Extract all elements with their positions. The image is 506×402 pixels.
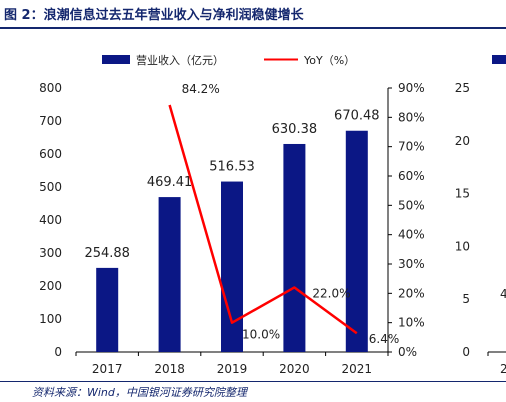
legend-yoy-label: YoY（%） <box>303 54 355 67</box>
revenue-bar <box>158 197 181 352</box>
revenue-bar <box>96 267 119 352</box>
right-tick-label: 70% <box>398 140 425 154</box>
figure-title: 图 2：浪潮信息过去五年营业收入与净利润稳健增长 <box>4 8 304 23</box>
left-tick-label: 500 <box>39 180 62 194</box>
revenue-value-label: 630.38 <box>272 122 318 137</box>
chart2-tick-label: 25 <box>455 81 470 95</box>
left-tick-label: 200 <box>39 279 62 293</box>
right-tick-label: 50% <box>398 198 425 212</box>
chart2-tick-label: 20 <box>455 134 470 148</box>
x-tick-label: 2020 <box>279 362 310 376</box>
yoy-value-label: 10.0% <box>242 328 280 342</box>
x-tick-label: 2018 <box>154 362 185 376</box>
revenue-value-label: 469.41 <box>147 175 193 190</box>
right-tick-label: 10% <box>398 316 425 330</box>
yoy-value-label: 84.2% <box>182 82 220 96</box>
right-tick-label: 30% <box>398 257 425 271</box>
right-y-axis: 0% 10% 20% 30% 40% 50% 60% 70% 80% 90% <box>387 81 425 359</box>
legend-revenue-label: 营业收入（亿元） <box>136 53 224 67</box>
yoy-line-series <box>168 104 358 335</box>
yoy-value-label: 22.0% <box>312 286 350 300</box>
right-tick-label: 0% <box>398 345 417 359</box>
revenue-bar <box>221 181 243 352</box>
left-tick-label: 300 <box>39 246 62 260</box>
chart2-tick-label: 15 <box>455 187 470 201</box>
revenue-value-label: 516.53 <box>209 160 255 175</box>
title-divider <box>0 27 506 29</box>
left-tick-label: 0 <box>54 345 62 359</box>
left-tick-label: 400 <box>39 213 62 227</box>
right-tick-label: 20% <box>398 286 425 300</box>
right-tick-label: 40% <box>398 228 425 242</box>
chart2-fragment-label: 2 <box>500 362 506 376</box>
yoy-labels: 84.2% 10.0% 22.0% 6.4% <box>182 82 400 346</box>
left-y-axis: 0 100 200 300 400 500 600 700 800 <box>39 81 62 359</box>
chart2-tick-label: 0 <box>462 345 470 359</box>
x-tick-label: 2019 <box>217 362 248 376</box>
chart-legend: 营业收入（亿元） YoY（%） <box>102 53 355 67</box>
revenue-bar <box>345 130 368 352</box>
revenue-yoy-chart: 营业收入（亿元） YoY（%） 0100200300400500600700800… <box>39 53 506 376</box>
revenue-value-label: 670.48 <box>334 109 380 124</box>
right-tick-label: 60% <box>398 169 425 183</box>
right-tick-label: 90% <box>398 81 425 95</box>
legend-revenue-swatch <box>102 55 130 64</box>
chart2-legend-swatch <box>492 55 506 64</box>
yoy-value-label: 6.4% <box>369 332 400 346</box>
source-divider <box>0 381 506 382</box>
x-tick-label: 2017 <box>92 362 123 376</box>
revenue-labels: 254.88 469.41 516.53 630.38 670.48 <box>84 109 379 261</box>
revenue-value-label: 254.88 <box>84 246 130 261</box>
chart2-tick-label: 5 <box>462 292 470 306</box>
revenue-bar <box>283 143 306 352</box>
left-tick-label: 600 <box>39 147 62 161</box>
source-note: 资料来源：Wind，中国银河证券研究院整理 <box>32 386 247 399</box>
x-axis: 2017 2018 2019 2020 2021 <box>75 351 389 376</box>
chart2-tick-label: 10 <box>455 239 470 253</box>
right-tick-label: 80% <box>398 110 425 124</box>
secondary-chart-fragment: 0 5 10 15 20 25 4 2 <box>455 55 506 376</box>
chart2-fragment-label: 4 <box>500 287 506 301</box>
left-tick-label: 100 <box>39 312 62 326</box>
revenue-bars <box>96 130 368 352</box>
yoy-line <box>168 104 358 335</box>
left-tick-label: 700 <box>39 114 62 128</box>
x-tick-label: 2021 <box>342 362 373 376</box>
left-tick-label: 800 <box>39 81 62 95</box>
